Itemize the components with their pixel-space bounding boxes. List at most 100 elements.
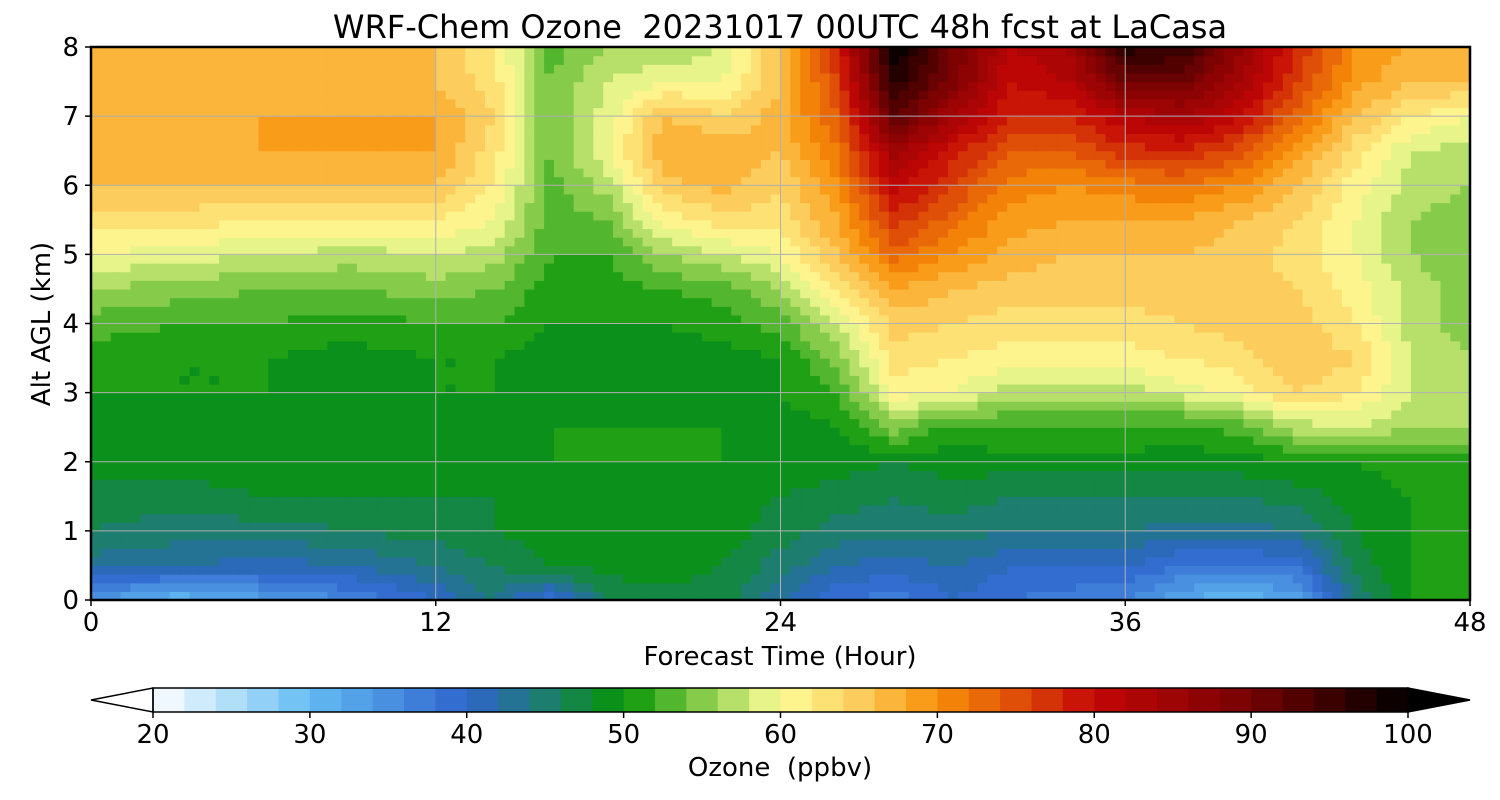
heatmap-cell [189, 513, 200, 523]
heatmap-cell [938, 470, 949, 480]
heatmap-cell [1085, 332, 1097, 342]
heatmap-cell [1164, 470, 1176, 480]
heatmap-cell [465, 366, 476, 376]
heatmap-cell [1243, 487, 1254, 497]
heatmap-cell [573, 375, 585, 385]
heatmap-cell [760, 392, 772, 402]
heatmap-cell [1253, 556, 1264, 567]
heatmap-cell [1194, 582, 1205, 592]
heatmap-cell [110, 461, 122, 471]
heatmap-cell [1105, 358, 1116, 368]
heatmap-cell [1292, 375, 1304, 385]
heatmap-cell [1292, 435, 1304, 446]
heatmap-cell [1095, 435, 1107, 446]
heatmap-cell [1164, 332, 1176, 342]
heatmap-cell [711, 349, 722, 359]
heatmap-cell [741, 504, 752, 515]
heatmap-cell [1223, 530, 1235, 541]
heatmap-cell [957, 427, 969, 437]
heatmap-cell [297, 332, 309, 342]
heatmap-cell [947, 392, 959, 402]
heatmap-cell [1243, 470, 1254, 480]
heatmap-cell [317, 487, 328, 497]
heatmap-cell [888, 461, 900, 471]
heatmap-cell [534, 392, 545, 402]
heatmap-cell [485, 539, 496, 549]
heatmap-cell [376, 513, 388, 523]
heatmap-cell [228, 349, 240, 359]
heatmap-cell [219, 427, 230, 437]
heatmap-cell [1095, 556, 1107, 567]
heatmap-cell [1440, 522, 1451, 532]
heatmap-cell [1401, 392, 1412, 402]
heatmap-cell [1036, 548, 1048, 558]
heatmap-cell [622, 574, 634, 584]
heatmap-cell [1361, 409, 1373, 420]
heatmap-cell [1154, 470, 1166, 480]
heatmap-cell [268, 504, 279, 515]
heatmap-cell [800, 461, 811, 471]
heatmap-cell [573, 332, 585, 342]
heatmap-cell [632, 504, 644, 515]
heatmap-cell [1154, 504, 1166, 515]
heatmap-cell [947, 375, 959, 385]
heatmap-cell [997, 306, 1008, 316]
heatmap-cell [445, 383, 457, 394]
heatmap-cell [1036, 418, 1048, 428]
heatmap-cell [731, 470, 742, 480]
heatmap-cell [1076, 496, 1087, 506]
heatmap-cell [691, 383, 703, 394]
heatmap-cell [790, 358, 801, 368]
heatmap-cell [1194, 487, 1205, 497]
heatmap-cell [642, 392, 654, 402]
heatmap-cell [563, 332, 575, 342]
heatmap-cell [711, 522, 722, 532]
heatmap-cell [416, 349, 427, 359]
heatmap-cell [701, 383, 713, 394]
heatmap-cell [770, 574, 782, 584]
heatmap-cell [376, 306, 388, 316]
heatmap-cell [1253, 427, 1264, 437]
heatmap-cell [622, 383, 634, 394]
heatmap-cell [632, 522, 644, 532]
heatmap-cell [593, 470, 604, 480]
heatmap-cell [1322, 332, 1333, 342]
heatmap-cell [1085, 461, 1097, 471]
heatmap-cell [741, 444, 752, 454]
heatmap-cell [790, 487, 801, 497]
heatmap-cell [258, 582, 269, 592]
heatmap-cell [613, 409, 624, 420]
heatmap-cell [1036, 574, 1048, 584]
heatmap-cell [928, 487, 939, 497]
heatmap-cell [130, 513, 141, 523]
heatmap-cell [268, 548, 279, 558]
heatmap-cell [741, 548, 752, 558]
heatmap-cell [701, 591, 713, 601]
heatmap-cell [485, 435, 496, 446]
heatmap-cell [938, 349, 949, 359]
heatmap-cell [662, 418, 673, 428]
heatmap-cell [1410, 349, 1422, 359]
heatmap-cell [1450, 565, 1461, 575]
heatmap-cell [1430, 496, 1442, 506]
heatmap-cell [583, 530, 594, 541]
heatmap-cell [1085, 530, 1097, 541]
heatmap-cell [1144, 548, 1156, 558]
heatmap-cell [810, 470, 821, 480]
heatmap-cell [977, 392, 988, 402]
heatmap-cell [1253, 375, 1264, 385]
heatmap-cell [544, 366, 555, 376]
heatmap-cell [928, 392, 939, 402]
heatmap-cell [1332, 513, 1343, 523]
heatmap-cell [760, 401, 772, 411]
heatmap-cell [179, 496, 191, 506]
heatmap-cell [258, 522, 269, 532]
heatmap-cell [219, 556, 230, 567]
heatmap-cell [1164, 314, 1176, 325]
heatmap-cell [1056, 358, 1067, 368]
heatmap-cell [455, 574, 466, 584]
heatmap-cell [1115, 453, 1126, 463]
heatmap-cell [790, 427, 801, 437]
heatmap-cell [1430, 306, 1442, 316]
heatmap-cell [1046, 297, 1057, 307]
